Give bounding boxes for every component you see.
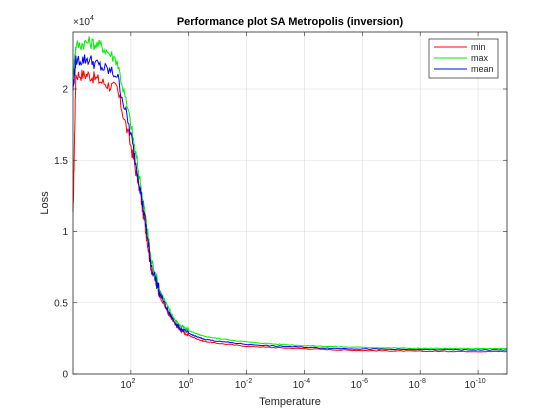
- legend-label-max: max: [471, 53, 489, 63]
- x-tick-label: 10-10: [464, 378, 485, 391]
- plot-frame: [72, 31, 508, 375]
- y-tick-label: 2: [62, 85, 68, 96]
- y-tick-label: 1.5: [54, 156, 68, 167]
- x-tick-label: 100: [178, 378, 193, 391]
- y-axis-multiplier: ×104: [73, 15, 94, 28]
- series-lines: [72, 36, 508, 353]
- series-line-mean: [72, 54, 508, 351]
- chart-title: Performance plot SA Metropolis (inversio…: [177, 16, 404, 28]
- x-tick-label: 10-2: [235, 378, 252, 391]
- y-tick-label: 0.5: [54, 298, 68, 309]
- axis-ticks: 102 100 10-2 10-4 10-6 10-8 10-10 0 0.5 1 1.5 2: [54, 32, 507, 391]
- legend-label-min: min: [471, 42, 486, 52]
- x-tick-label: 10-6: [351, 378, 368, 391]
- x-tick-label: 10-4: [293, 378, 310, 391]
- series-line-min: [72, 69, 508, 353]
- legend-label-mean: mean: [471, 64, 494, 74]
- plot-area: [73, 32, 507, 374]
- y-tick-label: 1: [62, 227, 68, 238]
- x-tick-label: 102: [120, 378, 135, 391]
- y-tick-label: 0: [62, 370, 68, 381]
- y-multiplier-base: ×104: [73, 15, 94, 28]
- series-line-max: [72, 36, 508, 350]
- x-axis-label: Temperature: [259, 396, 321, 408]
- x-tick-label: 10-8: [409, 378, 426, 391]
- y-axis-label: Loss: [39, 191, 51, 215]
